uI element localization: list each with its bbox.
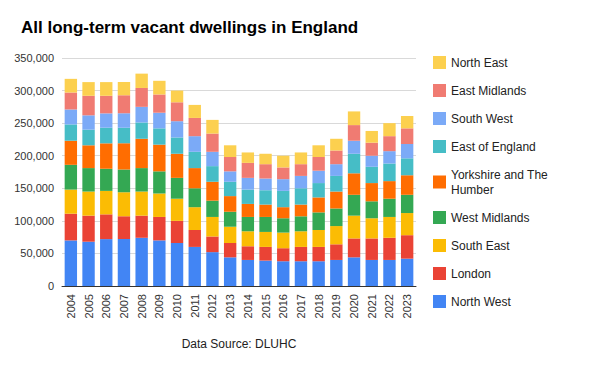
svg-text:2020: 2020 bbox=[348, 294, 360, 318]
svg-text:West Midlands: West Midlands bbox=[451, 211, 529, 225]
svg-text:2004: 2004 bbox=[65, 294, 77, 318]
svg-text:Yorkshire and The: Yorkshire and The bbox=[451, 168, 551, 182]
svg-text:150,000: 150,000 bbox=[14, 182, 54, 194]
svg-text:0: 0 bbox=[48, 280, 54, 292]
svg-text:2017: 2017 bbox=[295, 294, 307, 318]
svg-text:2023: 2023 bbox=[401, 294, 413, 318]
svg-text:2012: 2012 bbox=[206, 294, 218, 318]
svg-text:2021: 2021 bbox=[366, 294, 378, 318]
svg-text:2005: 2005 bbox=[83, 294, 95, 318]
svg-text:Data Source: DLUHC: Data Source: DLUHC bbox=[182, 337, 297, 351]
svg-text:East of England: East of England bbox=[451, 140, 536, 154]
svg-text:All long-term vacant dwellings: All long-term vacant dwellings in Englan… bbox=[21, 18, 358, 37]
svg-text:300,000: 300,000 bbox=[14, 85, 54, 97]
svg-text:2008: 2008 bbox=[136, 294, 148, 318]
svg-text:50,000: 50,000 bbox=[20, 247, 54, 259]
svg-text:South East: South East bbox=[451, 239, 510, 253]
svg-text:London: London bbox=[451, 267, 491, 281]
svg-text:2018: 2018 bbox=[313, 294, 325, 318]
svg-text:North East: North East bbox=[451, 56, 508, 70]
svg-text:2013: 2013 bbox=[224, 294, 236, 318]
svg-text:100,000: 100,000 bbox=[14, 215, 54, 227]
svg-text:250,000: 250,000 bbox=[14, 117, 54, 129]
svg-text:2010: 2010 bbox=[171, 294, 183, 318]
svg-text:200,000: 200,000 bbox=[14, 150, 54, 162]
svg-text:2009: 2009 bbox=[153, 294, 165, 318]
svg-text:350,000: 350,000 bbox=[14, 52, 54, 64]
svg-text:2014: 2014 bbox=[242, 294, 254, 318]
svg-text:2019: 2019 bbox=[330, 294, 342, 318]
svg-text:2007: 2007 bbox=[118, 294, 130, 318]
svg-text:2016: 2016 bbox=[277, 294, 289, 318]
svg-text:North West: North West bbox=[451, 295, 511, 309]
svg-text:2015: 2015 bbox=[260, 294, 272, 318]
svg-text:2006: 2006 bbox=[100, 294, 112, 318]
svg-text:Humber: Humber bbox=[451, 183, 494, 197]
svg-text:East Midlands: East Midlands bbox=[451, 84, 526, 98]
svg-text:South West: South West bbox=[451, 112, 513, 126]
svg-text:2022: 2022 bbox=[383, 294, 395, 318]
svg-text:2011: 2011 bbox=[189, 294, 201, 318]
